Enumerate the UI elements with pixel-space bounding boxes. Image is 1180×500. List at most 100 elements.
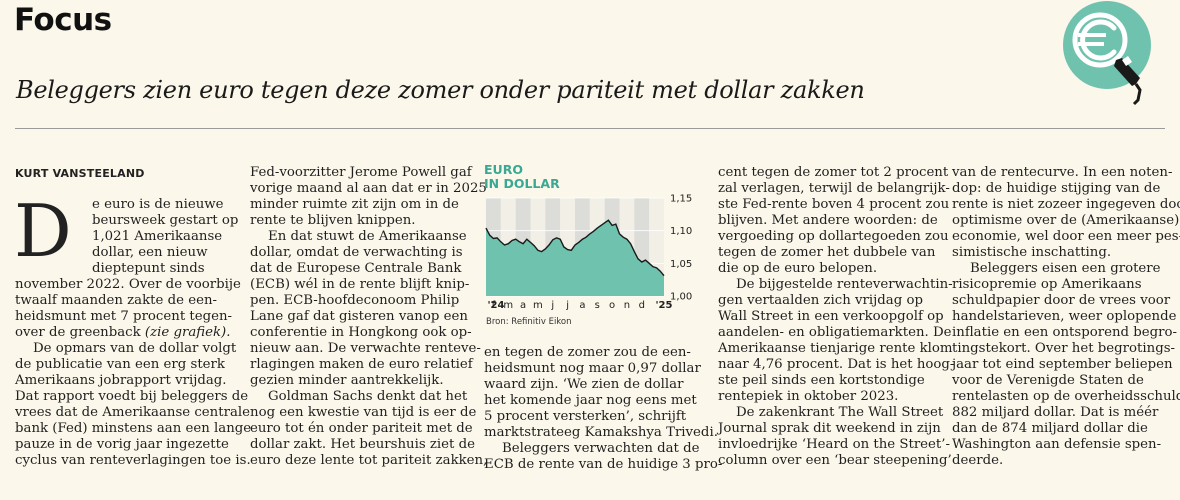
text-line: simistische inschatting.: [952, 245, 1112, 260]
x-tick-label: n: [624, 300, 630, 311]
text-line: pauze in de vorig jaar ingezette: [15, 437, 229, 452]
x-tick-label: m: [533, 300, 543, 311]
column-5-text: van de rentecurve. In een noten- dop: de…: [952, 165, 1180, 469]
text-line: van de rentecurve. In een noten-: [952, 165, 1173, 180]
divider: [15, 128, 1165, 129]
text-line: Journal sprak dit weekend in zijn: [718, 421, 941, 436]
text-line: vrees dat de Amerikaanse centrale: [15, 405, 250, 420]
y-tick-label: 1,05: [670, 259, 692, 270]
chart-title-line: IN DOLLAR: [484, 176, 560, 191]
text-line: De opmars van de dollar volgt: [33, 341, 237, 356]
drop-cap: D: [14, 189, 72, 273]
text-line: Goldman Sachs denkt dat het: [268, 389, 468, 404]
x-axis-ticks: '24f m a m j j a s o n d '25: [487, 300, 672, 311]
x-tick-label: f: [492, 300, 496, 311]
column-3-text: en tegen de zomer zou de een- heidsmunt …: [484, 345, 722, 473]
column-1-text: november 2022. Over de voorbije twaalf m…: [15, 277, 251, 469]
text-line: marktstrateeg Kamakshya Trivedi.: [484, 425, 718, 440]
text-line: waard zijn. ‘We zien de dollar: [484, 377, 684, 392]
text-line: 1,021 Amerikaanse: [92, 229, 223, 244]
text-line: ste Fed-rente boven 4 procent zou: [718, 197, 950, 212]
text-line: Amerikaans jobrapport vrijdag.: [15, 373, 227, 388]
x-tick-label: a: [579, 300, 585, 311]
y-tick-label: 1,00: [670, 292, 692, 303]
text-line: rente te blijven knippen.: [250, 213, 416, 228]
text-line: zal verlagen, terwijl de belangrijk-: [718, 181, 950, 196]
text-line: twaalf maanden zakte de een-: [15, 293, 218, 308]
text-line: handelstarieven, weer oplopende: [952, 309, 1177, 324]
text-line: euro tot én onder pariteit met de: [250, 421, 473, 436]
text-line: De zakenkrant The Wall Street: [736, 405, 944, 420]
column-4-text: cent tegen de zomer tot 2 procent zal ve…: [718, 165, 954, 469]
text-line: vorige maand al aan dat er in 2025: [250, 181, 487, 196]
text-line: dop: de huidige stijging van de: [952, 181, 1161, 196]
text-line: dollar zakt. Het beurshuis ziet de: [250, 437, 475, 452]
text-line: Fed-voorzitter Jerome Powell gaf: [250, 165, 472, 180]
text-line: Dat rapport voedt bij beleggers de: [15, 389, 249, 404]
text-line: invloedrijke ‘Heard on the Street’-: [718, 437, 950, 452]
euro-line: [485, 219, 665, 277]
text-line: Beleggers verwachten dat de: [502, 441, 700, 456]
text-line: ste peil sinds een kortstondige: [718, 373, 925, 388]
text-line: risicopremie op Amerikaans: [952, 277, 1142, 292]
text-line: optimisme over de (Amerikaanse): [952, 213, 1180, 228]
text-line: economie, wel door een meer pes-: [952, 229, 1180, 244]
text-line: vergoeding op dollartegoeden zou: [718, 229, 949, 244]
text-line: Wall Street in een verkoopgolf op: [718, 309, 944, 324]
text-line: bank (Fed) minstens aan een lange: [15, 421, 252, 436]
x-tick-label: m: [503, 300, 513, 311]
text-line: tingstekort. Over het begrotings-: [952, 341, 1176, 356]
text-line: rentelasten op de overheidsschuld: [952, 389, 1180, 404]
text-line: (ECB) wél in de rente blijft knip-: [250, 277, 470, 292]
text-line: pen. ECB-hoofdeconoom Philip: [250, 293, 460, 308]
section-title: Focus: [14, 2, 112, 38]
text-line: dollar, omdat de verwachting is: [250, 245, 463, 260]
text-line: 5 procent versterken’, schrijft: [484, 409, 687, 424]
text-line: de publicatie van een erg sterk: [15, 357, 225, 372]
text-line: dan de 874 miljard dollar die: [952, 421, 1148, 436]
text-line: over de greenback (zie grafiek).: [15, 325, 251, 341]
text-line: die op de euro belopen.: [718, 261, 878, 276]
column-1-dropcap-text: e euro is de nieuwe beursweek gestart op…: [92, 197, 238, 277]
text-line: tegen de zomer het dubbele van: [718, 245, 936, 260]
text-line: blijven. Met andere woorden: de: [718, 213, 938, 228]
text-line: dollar, een nieuw: [92, 245, 208, 260]
text-line: cyclus van renteverlagingen toe is.: [15, 453, 251, 468]
chart-title-line: EURO: [484, 162, 523, 177]
text-line: het komende jaar nog eens met: [484, 393, 697, 408]
text-line: gen vertaalden zich vrijdag op: [718, 293, 923, 308]
euro-area: [486, 220, 664, 296]
text-line: dat de Europese Centrale Bank: [250, 261, 462, 276]
text-line: cent tegen de zomer tot 2 procent: [718, 165, 949, 180]
x-tick-label: d: [639, 300, 645, 311]
x-tick-label: j: [550, 300, 554, 311]
text-line: deerde.: [952, 453, 1004, 468]
text-line: jaar tot eind september beliepen: [952, 357, 1173, 372]
text-line: column over een ‘bear steepening’: [718, 453, 952, 468]
y-tick-label: 1,10: [670, 226, 692, 237]
text-line: november 2022. Over de voorbije: [15, 277, 241, 292]
text-span: over de greenback: [15, 325, 141, 340]
text-line: euro deze lente tot pariteit zakken,: [250, 453, 488, 468]
article-headline: Beleggers zien euro tegen deze zomer ond…: [16, 76, 865, 104]
text-line: Lane gaf dat gisteren vanop een: [250, 309, 468, 324]
text-line: dieptepunt sinds: [92, 261, 205, 276]
text-line: En dat stuwt de Amerikaanse: [268, 229, 467, 244]
x-tick-label: o: [609, 300, 615, 311]
text-line: Beleggers eisen een grotere: [970, 261, 1161, 276]
x-tick-label: j: [565, 300, 569, 311]
text-line: inflatie en een ontsporend begro-: [952, 325, 1178, 340]
text-line: schuldpapier door de vrees voor: [952, 293, 1171, 308]
x-tick-label: a: [520, 300, 526, 311]
x-tick-label: '24: [487, 300, 504, 311]
text-line: naar 4,76 procent. Dat is het hoog-: [718, 357, 955, 372]
x-tick-label: s: [595, 300, 600, 311]
text-line: heidsmunt nog maar 0,97 dollar: [484, 361, 701, 376]
text-line: voor de Verenigde Staten de: [952, 373, 1144, 388]
text-line: en tegen de zomer zou de een-: [484, 345, 691, 360]
euro-magnifier-icon: [1063, 1, 1151, 106]
chart-source: Bron: Refinitiv Eikon: [486, 317, 572, 327]
text-line: Washington aan defensie spen-: [952, 437, 1162, 452]
text-line: conferentie in Hongkong ook op-: [250, 325, 472, 340]
byline: KURT VANSTEELAND: [15, 167, 145, 180]
